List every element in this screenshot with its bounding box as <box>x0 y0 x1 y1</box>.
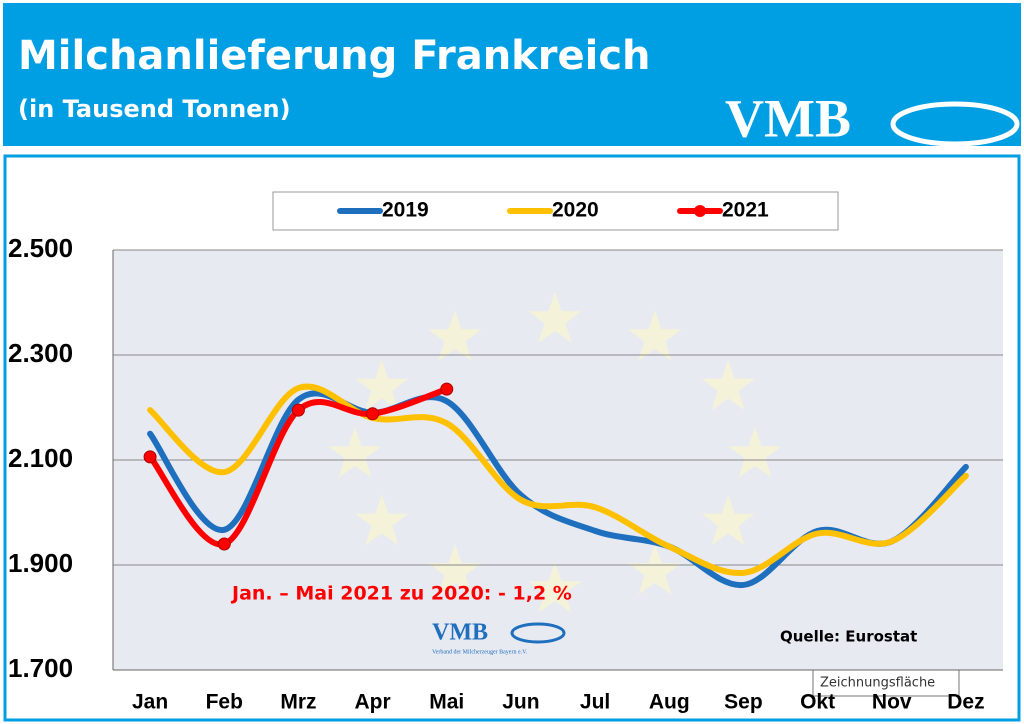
x-tick-label: Jun <box>502 691 539 714</box>
y-tick-label: 2.500 <box>8 233 73 263</box>
y-tick-label: 1.900 <box>8 548 73 578</box>
stars <box>328 292 782 613</box>
series-line <box>147 386 450 548</box>
x-tick-label: Okt <box>800 691 835 714</box>
marker <box>217 537 231 551</box>
star <box>428 543 482 595</box>
star <box>628 543 682 595</box>
inner-logo-swoosh <box>510 622 566 644</box>
star <box>728 427 782 478</box>
header-band <box>3 3 1021 146</box>
marker <box>366 407 380 421</box>
star <box>355 359 409 411</box>
marker <box>291 403 305 417</box>
x-tick-label: Apr <box>354 691 390 714</box>
logo: VMB <box>725 88 851 148</box>
star <box>355 494 409 546</box>
x-tick-label: Feb <box>206 691 243 714</box>
legend-label: 2020 <box>552 199 599 222</box>
legend-label: 2019 <box>382 199 429 222</box>
series-line <box>147 383 969 576</box>
x-tick-label: Jul <box>580 691 610 714</box>
subtitle: (in Tausend Tonnen) <box>18 95 291 123</box>
annotation: Jan. – Mai 2021 zu 2020: - 1,2 % <box>230 583 572 605</box>
x-tick-label: Sep <box>724 691 763 714</box>
marker <box>440 382 454 396</box>
x-tick-label: Dez <box>947 691 984 714</box>
tooltip-text: Zeichnungsfläche <box>820 676 935 691</box>
inner-logo-text: Verband der Milcherzeuger Bayern e.V. <box>432 649 528 655</box>
star <box>701 494 755 546</box>
y-tick-label: 1.700 <box>8 653 73 683</box>
star <box>428 310 482 361</box>
x-tick-label: Aug <box>649 691 690 714</box>
title: Milchanlieferung Frankreich <box>18 33 651 79</box>
inner-logo: VMB <box>432 620 488 646</box>
source: Quelle: Eurostat <box>780 628 917 646</box>
star <box>528 562 582 613</box>
x-tick-label: Nov <box>872 691 912 714</box>
star <box>701 359 755 411</box>
x-tick-label: Mrz <box>280 691 316 714</box>
star <box>328 427 382 478</box>
logo-swoosh <box>890 101 1020 147</box>
star <box>628 310 682 361</box>
star <box>528 292 582 343</box>
legend-marker <box>694 205 706 217</box>
x-tick-label: Mai <box>429 691 464 714</box>
y-tick-label: 2.300 <box>8 338 73 368</box>
tooltip <box>812 669 960 697</box>
x-tick-label: Jan <box>132 691 168 714</box>
y-tick-label: 2.100 <box>8 443 73 473</box>
legend-label: 2021 <box>722 199 769 222</box>
marker <box>143 450 157 464</box>
